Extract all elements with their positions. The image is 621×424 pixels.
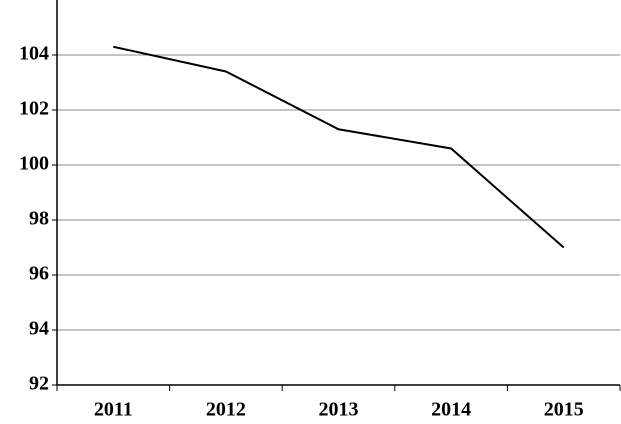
x-tick-label: 2013 <box>319 399 359 421</box>
y-tick-label: 98 <box>29 208 49 230</box>
y-tick-label: 104 <box>19 43 49 65</box>
x-tick-label: 2015 <box>544 399 584 421</box>
y-tick-label: 102 <box>19 98 49 120</box>
y-tick-label: 96 <box>29 263 49 285</box>
y-tick-label: 92 <box>29 373 49 395</box>
x-tick-label: 2012 <box>206 399 246 421</box>
y-tick-label: 94 <box>29 318 49 340</box>
data-line <box>113 45 565 249</box>
x-tick-label: 2014 <box>431 399 471 421</box>
y-tick-label: 100 <box>19 153 49 175</box>
x-tick-label: 2011 <box>94 399 133 421</box>
